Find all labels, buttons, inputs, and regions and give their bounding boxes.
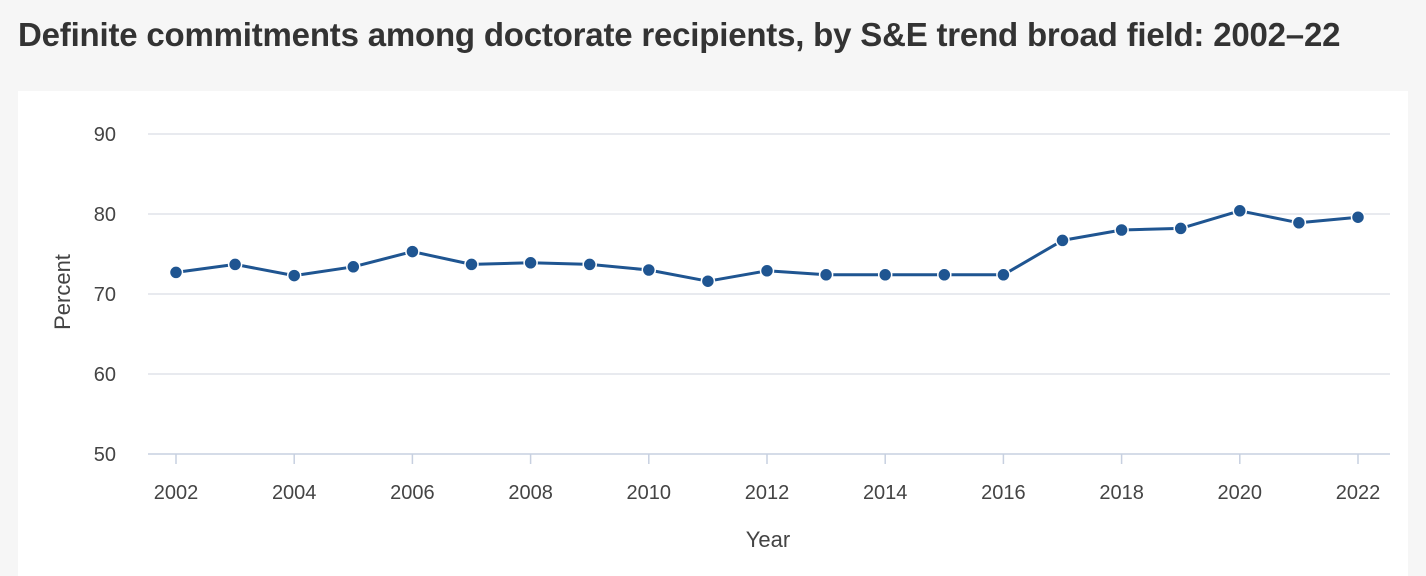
y-tick-label: 90: [94, 124, 116, 146]
y-tick-label: 50: [94, 444, 116, 466]
x-tick-label: 2006: [390, 482, 435, 504]
series-layer: [168, 203, 1366, 289]
data-point[interactable]: [877, 267, 893, 283]
x-tick-label: 2014: [863, 482, 908, 504]
data-point[interactable]: [1173, 221, 1188, 236]
y-axis: 50 60 70 80 90: [94, 124, 116, 466]
data-point[interactable]: [759, 263, 775, 279]
data-point[interactable]: [523, 255, 538, 271]
x-tick-label: 2016: [981, 482, 1026, 504]
data-point[interactable]: [1055, 233, 1070, 248]
x-axis: 2002 2004 2006 2008 2010 2012 2014 2016 2018 2020…: [148, 453, 1390, 504]
gridlines: [148, 133, 1390, 375]
data-point[interactable]: [641, 262, 657, 278]
data-point[interactable]: [996, 267, 1011, 283]
data-point[interactable]: [700, 273, 716, 289]
chart-title: Definite commitments among doctorate rec…: [18, 16, 1341, 53]
x-tick-label: 2002: [154, 482, 199, 504]
x-tick-label: 2010: [627, 482, 672, 504]
data-point[interactable]: [346, 259, 361, 275]
data-point[interactable]: [1350, 209, 1366, 225]
y-axis-title: Percent: [50, 254, 75, 330]
data-point[interactable]: [286, 268, 302, 283]
data-point[interactable]: [464, 257, 479, 272]
x-tick-label: 2008: [508, 482, 553, 504]
x-tick-label: 2018: [1099, 482, 1144, 504]
data-point[interactable]: [818, 267, 834, 283]
y-tick-label: 80: [94, 204, 116, 226]
data-point[interactable]: [937, 267, 952, 283]
x-tick-label: 2022: [1336, 482, 1381, 504]
x-tick-label: 2020: [1218, 482, 1263, 504]
y-tick-label: 70: [94, 284, 116, 306]
data-point[interactable]: [168, 265, 184, 280]
x-tick-label: 2004: [272, 482, 317, 504]
x-axis-title: Year: [746, 527, 790, 552]
data-point[interactable]: [227, 257, 243, 272]
y-tick-label: 60: [94, 364, 116, 386]
chart-panel: 50 60 70 80 90 2002 2004 2006 2008 2010 2012 2014 2…: [18, 91, 1408, 576]
x-tick-label: 2012: [745, 482, 790, 504]
data-point[interactable]: [405, 244, 420, 259]
data-point[interactable]: [582, 257, 597, 272]
data-point[interactable]: [1291, 215, 1307, 231]
data-point[interactable]: [1232, 203, 1248, 219]
data-point[interactable]: [1114, 222, 1129, 238]
